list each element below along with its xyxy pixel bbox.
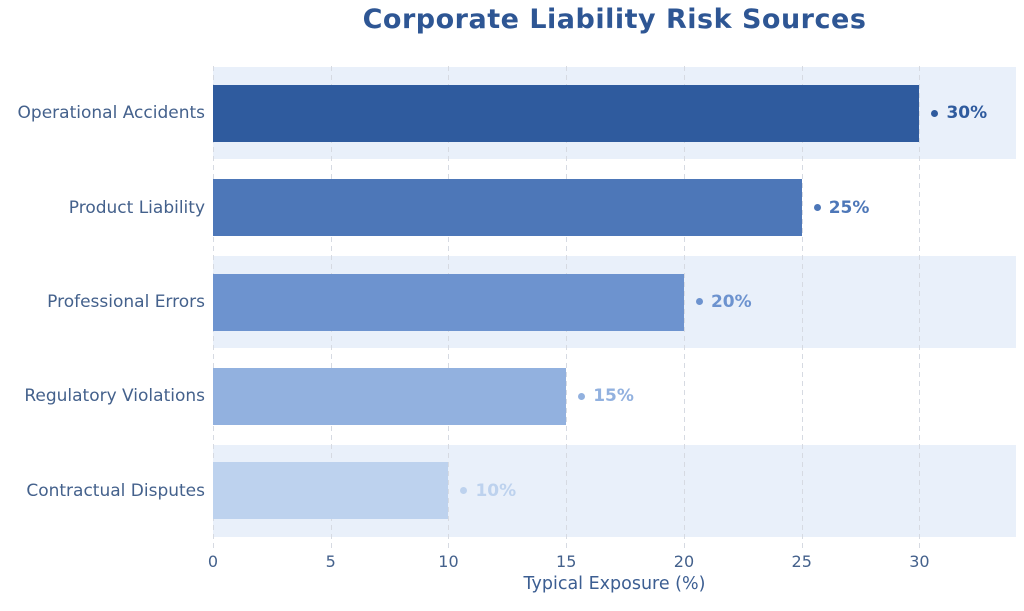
x-tick-label-30: 30 <box>909 552 930 571</box>
value-label-text: 15% <box>593 386 634 407</box>
bar-contractual-disputes <box>213 462 449 520</box>
value-label-professional-errors: 20% <box>695 255 752 349</box>
category-labels: Operational Accidents Product Liability Pr… <box>0 66 205 538</box>
value-label-text: 30% <box>946 103 988 124</box>
x-tick-label-0: 0 <box>207 552 219 571</box>
category-label-product-liability: Product Liability <box>68 197 205 218</box>
x-axis-label: Typical Exposure (%) <box>523 574 706 594</box>
value-label-contractual-disputes: 10% <box>460 444 516 538</box>
value-label-regulatory-violations: 15% <box>578 349 634 443</box>
value-marker-dot <box>695 298 703 306</box>
gridline <box>801 66 803 552</box>
bar-operational-accidents <box>213 84 920 142</box>
value-marker-dot <box>931 109 939 117</box>
value-label-text: 20% <box>710 291 752 312</box>
value-marker-dot <box>460 487 468 495</box>
gridline <box>919 66 921 552</box>
category-label-regulatory-violations: Regulatory Violations <box>24 386 205 407</box>
category-label-contractual-disputes: Contractual Disputes <box>26 480 205 501</box>
value-marker-dot <box>813 204 821 212</box>
value-label-operational-accidents: 30% <box>931 66 987 160</box>
value-marker-dot <box>578 392 586 400</box>
x-tick-label-25: 25 <box>791 552 812 571</box>
category-label-professional-errors: Professional Errors <box>47 292 205 313</box>
x-tick-label-15: 15 <box>556 552 577 571</box>
bar-product-liability <box>213 179 802 237</box>
x-tick-label-20: 20 <box>673 552 695 571</box>
category-label-operational-accidents: Operational Accidents <box>17 103 205 124</box>
x-tick-label-10: 10 <box>438 552 459 571</box>
value-label-text: 25% <box>828 197 870 218</box>
chart-title: Corporate Liability Risk Sources <box>362 4 867 35</box>
x-tick-label-5: 5 <box>325 552 336 571</box>
bar-regulatory-violations <box>213 367 567 425</box>
value-label-text: 10% <box>475 480 517 501</box>
value-label-product-liability: 25% <box>813 160 870 254</box>
plot-area: 30% 25% 20% 15% 10% <box>213 66 1016 552</box>
gridline <box>683 66 685 552</box>
bar-professional-errors <box>213 273 684 331</box>
